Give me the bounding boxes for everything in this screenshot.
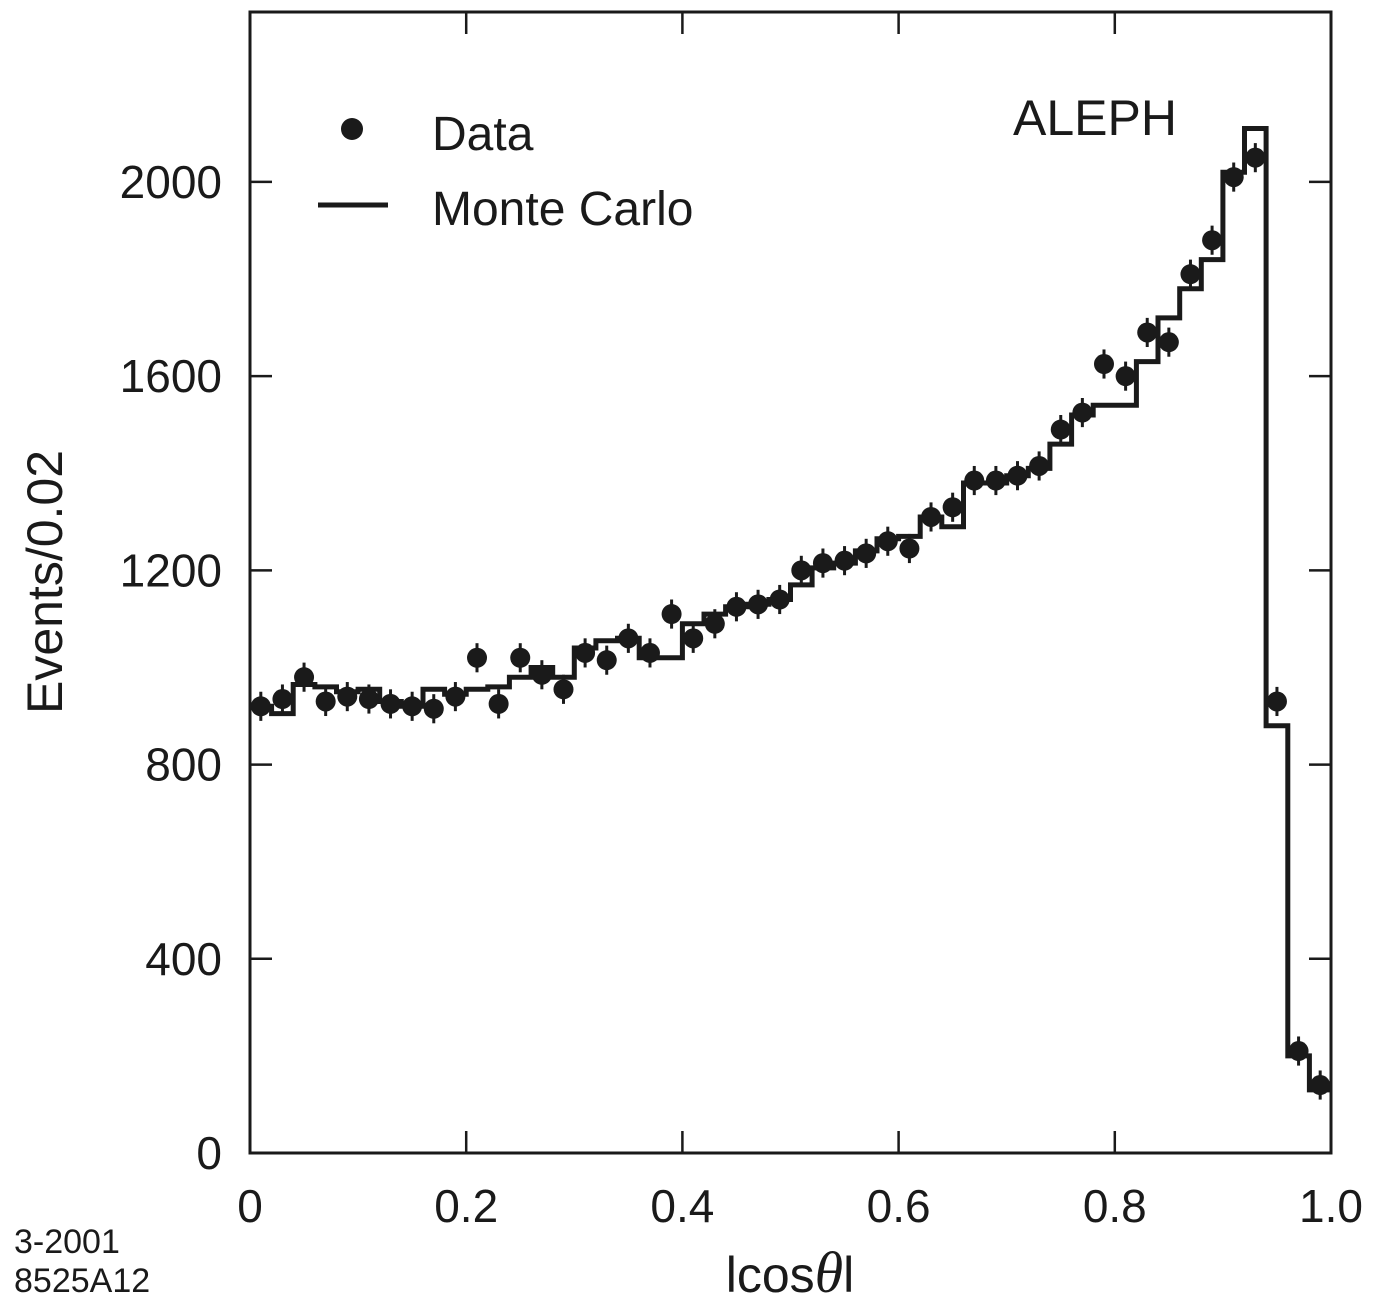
data-point: [791, 560, 812, 581]
y-tick-label: 800: [145, 739, 222, 791]
footnote-date: 3-2001: [14, 1223, 120, 1261]
monte-carlo-step-line: [250, 126, 1331, 1093]
data-point: [488, 693, 509, 714]
x-tick-label: 0.4: [650, 1180, 714, 1232]
data-point: [1245, 147, 1266, 168]
data-point: [1180, 264, 1201, 285]
data-point: [402, 696, 423, 717]
data-point: [380, 693, 401, 714]
data-point: [769, 589, 790, 610]
x-tick-label: 0: [237, 1180, 263, 1232]
experiment-label: ALEPH: [1013, 90, 1177, 146]
data-point: [1288, 1041, 1309, 1062]
data-point: [812, 553, 833, 574]
data-point: [510, 647, 531, 668]
data-point: [748, 594, 769, 615]
data-point: [1202, 230, 1223, 251]
data-point: [639, 642, 660, 663]
data-point: [1158, 332, 1179, 353]
data-point: [704, 613, 725, 634]
data-point: [1093, 354, 1114, 375]
data-point: [877, 531, 898, 552]
x-tick-label: 0.8: [1083, 1180, 1147, 1232]
monte-carlo-histogram: [250, 126, 1331, 1093]
data-point: [856, 543, 877, 564]
legend-mc-label: Monte Carlo: [432, 183, 693, 236]
x-tick-label: 0.6: [867, 1180, 931, 1232]
x-tick-label: 0.2: [434, 1180, 498, 1232]
data-point: [899, 538, 920, 559]
data-point: [1266, 691, 1287, 712]
axis-ticks: [248, 12, 1333, 1155]
data-point: [575, 642, 596, 663]
data-point: [445, 686, 466, 707]
x-tick-label: 1.0: [1299, 1180, 1363, 1232]
plot-frame: [248, 10, 1333, 1155]
data-point: [921, 506, 942, 527]
data-point: [964, 470, 985, 491]
x-axis-label-symbol: θ: [815, 1240, 844, 1305]
y-tick-label: 1200: [120, 544, 222, 596]
data-point: [250, 696, 271, 717]
data-point: [1115, 366, 1136, 387]
data-point: [726, 596, 747, 617]
data-point: [1029, 455, 1050, 476]
data-point: [683, 628, 704, 649]
data-point: [1050, 419, 1071, 440]
data-point: [942, 497, 963, 518]
data-point: [315, 691, 336, 712]
data-point: [553, 679, 574, 700]
y-tick-label: 0: [196, 1127, 222, 1179]
data-point: [358, 689, 379, 710]
data-point: [294, 667, 315, 688]
data-point: [834, 550, 855, 571]
legend-data-label: Data: [432, 108, 534, 161]
data-point: [531, 664, 552, 685]
data-point: [423, 698, 444, 719]
data-point: [1072, 402, 1093, 423]
data-point: [272, 689, 293, 710]
data-point: [618, 628, 639, 649]
data-point: [1007, 465, 1028, 486]
data-point: [596, 650, 617, 671]
y-tick-label: 2000: [120, 156, 222, 208]
y-tick-label: 1600: [120, 350, 222, 402]
data-point: [467, 647, 488, 668]
x-axis-label-suffix: l: [843, 1247, 854, 1303]
legend: Data Monte Carlo: [318, 108, 693, 236]
data-points: [250, 143, 1331, 1100]
data-point: [1137, 322, 1158, 343]
data-point: [337, 686, 358, 707]
legend-data-marker: [341, 118, 363, 140]
y-axis-label: Events/0.02: [17, 450, 73, 714]
y-tick-label: 400: [145, 933, 222, 985]
axis-tick-labels: 0 0.2 0.4 0.6 0.8 1.0 0 400 800 1200 1600 2000: [120, 156, 1363, 1232]
data-point: [661, 604, 682, 625]
x-axis-label-prefix: lcos: [726, 1247, 815, 1303]
footnote-id: 8525A12: [14, 1262, 150, 1300]
data-point: [985, 470, 1006, 491]
x-axis-label: lcosθl: [726, 1240, 855, 1305]
data-point: [1223, 167, 1244, 188]
data-point: [1310, 1075, 1331, 1096]
